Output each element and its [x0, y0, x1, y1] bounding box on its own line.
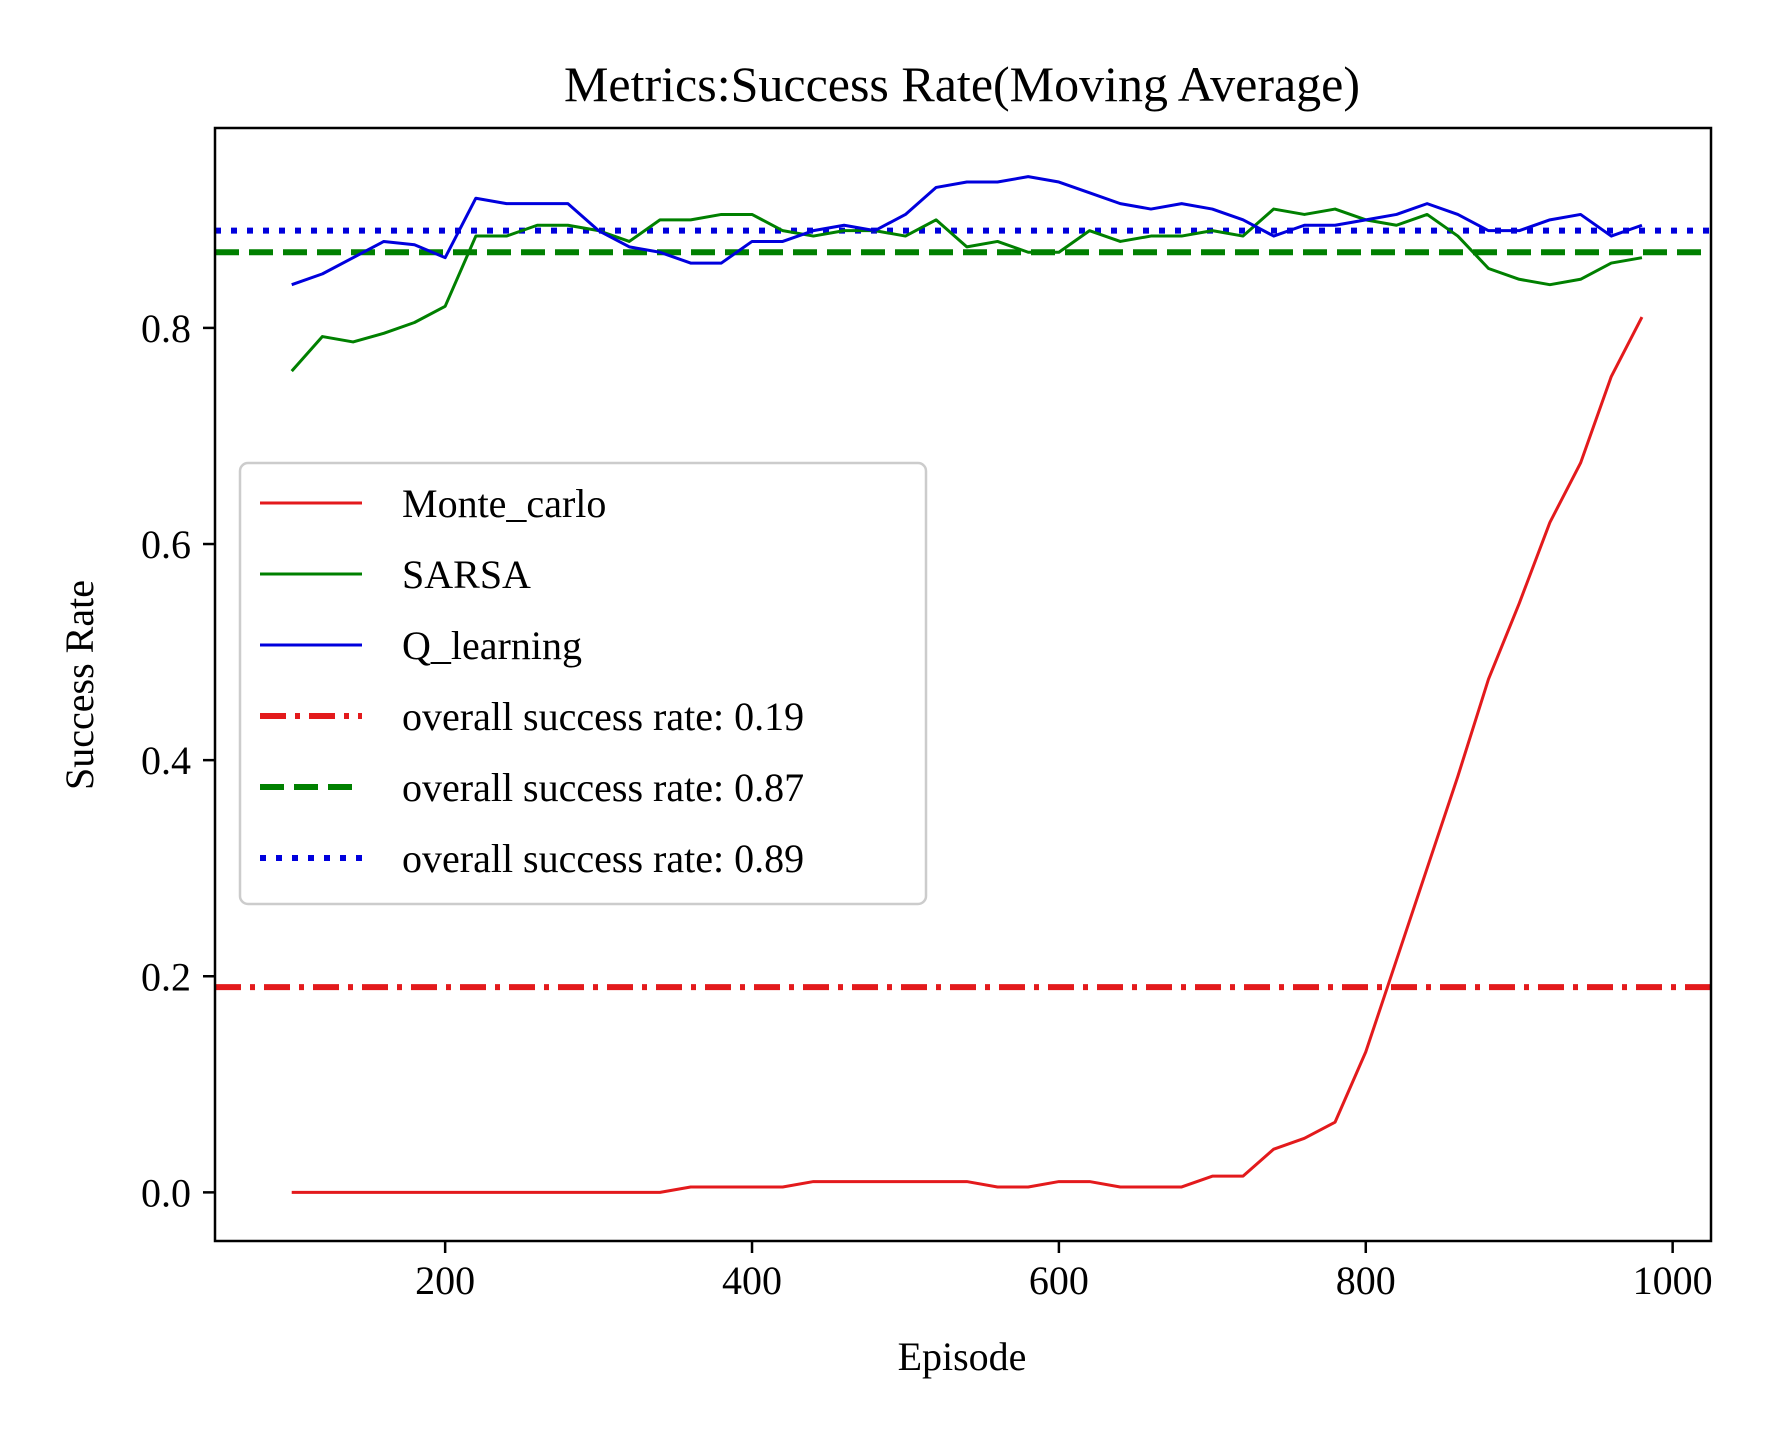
legend-label-sarsa: SARSA	[402, 552, 531, 597]
legend-label-q-learning: Q_learning	[402, 623, 582, 668]
legend-label-overall-success-rate-0-89: overall success rate: 0.89	[402, 836, 804, 881]
x-tick-label: 600	[1029, 1258, 1089, 1303]
legend-label-overall-success-rate-0-87: overall success rate: 0.87	[402, 765, 804, 810]
series-line-sarsa	[290, 207, 1643, 373]
y-tick-label: 0.2	[141, 954, 191, 999]
series-line-monte-carlo	[291, 316, 1644, 1194]
x-tick-label: 1000	[1633, 1258, 1713, 1303]
legend-label-overall-success-rate-0-19: overall success rate: 0.19	[402, 694, 804, 739]
x-tick-label: 200	[415, 1258, 475, 1303]
plot-frame	[213, 126, 1713, 1243]
y-tick-label: 0.8	[141, 306, 191, 351]
legend-box	[238, 461, 928, 906]
x-tick-label: 800	[1336, 1258, 1396, 1303]
y-axis-label: Success Rate	[57, 580, 102, 790]
y-tick-label: 0.6	[141, 522, 191, 567]
chart-title: Metrics:Success Rate(Moving Average)	[564, 56, 1360, 112]
x-axis: 200 400 600 800 1000	[415, 1241, 1713, 1303]
legend-label-monte-carlo: Monte_carlo	[402, 481, 606, 526]
series-line-q-learning	[291, 175, 1643, 287]
y-axis: 0.0 0.2 0.4 0.6 0.8	[141, 306, 215, 1215]
y-tick-label: 0.0	[141, 1170, 191, 1215]
x-tick-label: 400	[722, 1258, 782, 1303]
series-lines	[290, 175, 1644, 1194]
x-axis-label: Episode	[898, 1334, 1027, 1379]
reference-lines	[215, 227, 1711, 991]
y-tick-label: 0.4	[141, 738, 191, 783]
